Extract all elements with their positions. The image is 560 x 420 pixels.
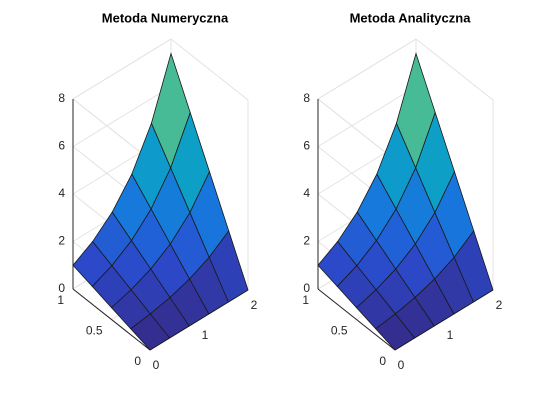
box-edge bbox=[415, 38, 494, 101]
z-tick-label: 6 bbox=[303, 139, 310, 153]
x-tick-label: 1 bbox=[447, 328, 454, 342]
z-tick-label: 0 bbox=[303, 281, 310, 295]
z-tick-label: 4 bbox=[303, 186, 310, 200]
y-tick-label: 0 bbox=[379, 354, 386, 368]
z-tick-label: 0 bbox=[58, 281, 65, 295]
z-tick-label: 4 bbox=[58, 186, 65, 200]
x-tick-label: 2 bbox=[251, 298, 258, 312]
y-axis bbox=[317, 288, 396, 351]
x-tick-label: 0 bbox=[398, 358, 405, 372]
chart-title: Metoda Numeryczna bbox=[102, 10, 229, 25]
x-tick-label: 2 bbox=[496, 298, 503, 312]
grid-line bbox=[72, 98, 151, 161]
surface-patch bbox=[130, 313, 171, 351]
box-edge bbox=[170, 38, 249, 101]
y-tick-label: 0.5 bbox=[86, 324, 103, 338]
y-axis bbox=[72, 288, 151, 351]
y-tick-label: 0 bbox=[134, 354, 141, 368]
grid-line bbox=[317, 38, 417, 100]
chart-title: Metoda Analityczna bbox=[350, 10, 472, 25]
grid-line bbox=[317, 98, 396, 161]
grid-line bbox=[72, 86, 172, 147]
y-tick-label: 0.5 bbox=[331, 324, 348, 338]
z-tick-label: 2 bbox=[303, 234, 310, 248]
x-tick-label: 1 bbox=[202, 328, 209, 342]
z-tick-label: 8 bbox=[303, 91, 310, 105]
z-tick-label: 6 bbox=[58, 139, 65, 153]
z-tick-label: 8 bbox=[58, 91, 65, 105]
z-tick-label: 2 bbox=[58, 234, 65, 248]
x-tick-label: 0 bbox=[153, 358, 160, 372]
y-tick-label: 1 bbox=[57, 293, 64, 307]
grid-line bbox=[317, 86, 417, 147]
grid-line bbox=[72, 38, 172, 100]
y-tick-label: 1 bbox=[302, 293, 309, 307]
surface-patch bbox=[375, 313, 416, 351]
